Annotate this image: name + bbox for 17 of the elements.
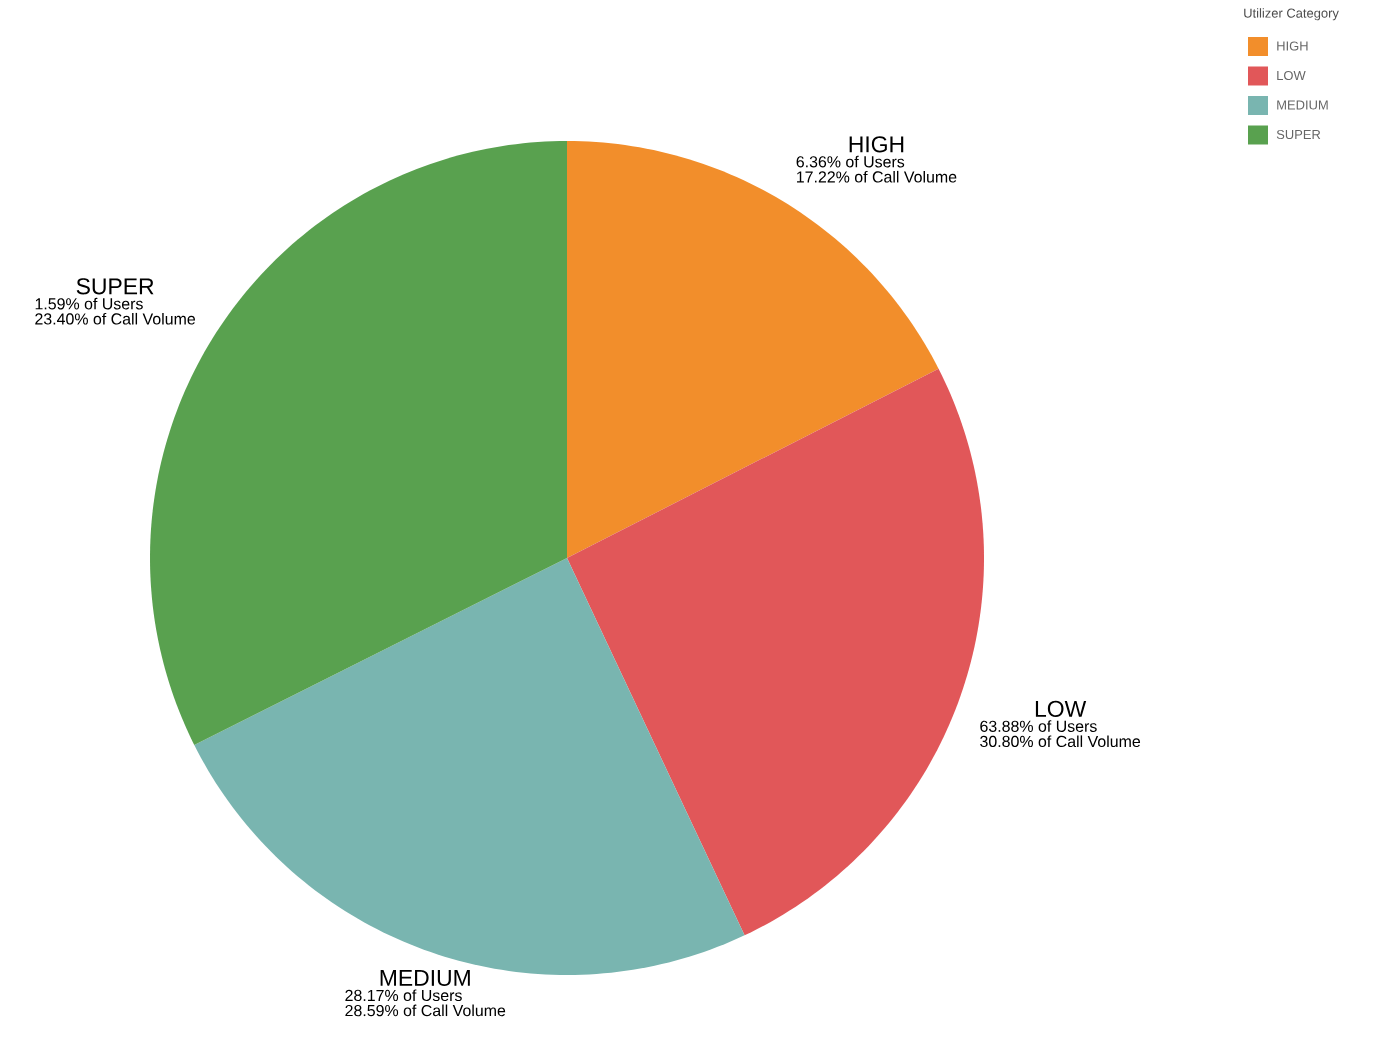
legend-label: SUPER [1276, 129, 1321, 140]
legend-label: HIGH [1277, 41, 1308, 51]
text: 28.59% of Call Volume [345, 1004, 506, 1017]
slice-label: HIGH [849, 136, 904, 153]
text: 1.59% of Users [35, 297, 143, 310]
text: 28.17% of Users [345, 989, 462, 1002]
text: 6.36% of Users [796, 155, 905, 168]
legend-label: MEDIUM [1277, 100, 1328, 110]
legend-title: Utilizer Category [1244, 8, 1339, 21]
text: 30.80% of Call Volume [980, 735, 1141, 748]
text: 23.40% of Call Volume [35, 312, 196, 325]
slice-label: SUPER [76, 278, 154, 295]
slice-label: LOW [1035, 700, 1087, 717]
text: 17.22% of Call Volume [797, 170, 957, 183]
text: 63.88% of Users [980, 720, 1097, 732]
slice-label: MEDIUM [380, 970, 470, 987]
legend-label: LOW [1277, 70, 1306, 81]
